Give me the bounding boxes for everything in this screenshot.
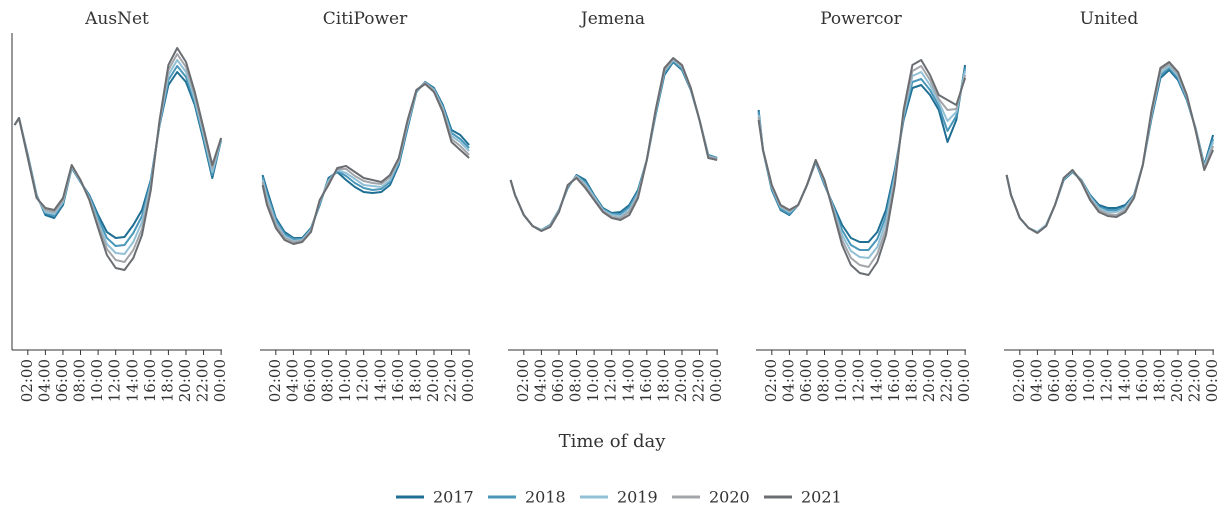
- data-line: [757, 59, 967, 276]
- x-axis-label: Time of day: [559, 431, 667, 452]
- x-tick-label: 12:00: [106, 359, 124, 402]
- data-line: [509, 59, 718, 231]
- x-tick-label: 04:00: [531, 359, 549, 402]
- x-tick-label: 18:00: [1150, 359, 1168, 402]
- data-line: [261, 81, 470, 239]
- x-tick-label: 20:00: [672, 359, 690, 402]
- x-tick-label: 04:00: [35, 359, 53, 402]
- x-tick-label: 08:00: [319, 359, 337, 402]
- x-tick-label: 16:00: [1133, 359, 1151, 402]
- legend-label: 2017: [433, 488, 474, 507]
- x-tick-label: 22:00: [1186, 359, 1204, 402]
- x-tick-label: 10:00: [1080, 359, 1098, 402]
- x-tick-label: 02:00: [514, 359, 532, 402]
- x-tick-label: 14:00: [619, 359, 637, 402]
- x-tick-label: 16:00: [141, 359, 159, 402]
- x-tick-label: 12:00: [354, 359, 372, 402]
- x-tick-label: 04:00: [283, 359, 301, 402]
- x-tick-label: 16:00: [885, 359, 903, 402]
- x-tick-label: 22:00: [938, 359, 956, 402]
- x-tick-label: 20:00: [920, 359, 938, 402]
- legend-label: 2021: [801, 488, 842, 507]
- data-line: [261, 81, 470, 240]
- x-tick-label: 02:00: [18, 359, 36, 402]
- x-tick-label: 22:00: [442, 359, 460, 402]
- x-tick-label: 18:00: [406, 359, 424, 402]
- x-tick-label: 12:00: [850, 359, 868, 402]
- x-tick-label: 14:00: [123, 359, 141, 402]
- data-line: [13, 59, 223, 255]
- x-tick-label: 18:00: [654, 359, 672, 402]
- x-tick-label: 08:00: [71, 359, 89, 402]
- data-line: [1005, 69, 1215, 233]
- x-tick-label: 00:00: [211, 359, 229, 402]
- data-line: [13, 47, 223, 271]
- x-tick-label: 08:00: [815, 359, 833, 402]
- x-tick-label: 10:00: [88, 359, 106, 402]
- data-line: [509, 57, 718, 232]
- data-line: [13, 71, 223, 239]
- x-tick-label: 06:00: [797, 359, 815, 402]
- x-tick-label: 06:00: [1045, 359, 1063, 402]
- data-line: [757, 70, 967, 259]
- data-line: [261, 82, 470, 243]
- x-tick-label: 10:00: [584, 359, 602, 402]
- x-tick-label: 20:00: [424, 359, 442, 402]
- panel-title: Jemena: [579, 9, 645, 29]
- data-line: [509, 61, 718, 231]
- x-tick-label: 22:00: [194, 359, 212, 402]
- x-tick-label: 14:00: [1115, 359, 1133, 402]
- x-tick-label: 12:00: [1098, 359, 1116, 402]
- x-tick-label: 10:00: [336, 359, 354, 402]
- data-line: [509, 60, 718, 231]
- data-line: [757, 67, 967, 251]
- data-line: [261, 83, 470, 245]
- x-tick-label: 18:00: [902, 359, 920, 402]
- x-tick-label: 06:00: [301, 359, 319, 402]
- x-tick-label: 04:00: [779, 359, 797, 402]
- legend: 2017 2018 2019 2020 2021: [396, 488, 842, 507]
- x-tick-label: 00:00: [707, 359, 725, 402]
- x-tick-label: 16:00: [637, 359, 655, 402]
- x-tick-label: 16:00: [389, 359, 407, 402]
- legend-label: 2019: [617, 488, 658, 507]
- x-tick-label: 08:00: [567, 359, 585, 402]
- legend-label: 2018: [525, 488, 566, 507]
- x-tick-label: 10:00: [832, 359, 850, 402]
- x-tick-label: 20:00: [176, 359, 194, 402]
- panel-title: AusNet: [84, 9, 149, 29]
- data-line: [509, 58, 718, 232]
- legend-label: 2020: [709, 488, 750, 507]
- x-tick-label: 08:00: [1063, 359, 1081, 402]
- x-tick-label: 14:00: [867, 359, 885, 402]
- data-line: [261, 82, 470, 242]
- x-tick-label: 02:00: [762, 359, 780, 402]
- x-tick-label: 14:00: [371, 359, 389, 402]
- x-tick-label: 06:00: [549, 359, 567, 402]
- data-line: [1005, 61, 1215, 234]
- x-tick-label: 12:00: [602, 359, 620, 402]
- x-tick-label: 02:00: [266, 359, 284, 402]
- panel-title: United: [1080, 9, 1139, 29]
- x-tick-label: 18:00: [158, 359, 176, 402]
- x-tick-label: 00:00: [955, 359, 973, 402]
- x-tick-label: 22:00: [690, 359, 708, 402]
- x-tick-label: 04:00: [1027, 359, 1045, 402]
- panel-title: CitiPower: [323, 9, 408, 29]
- x-tick-label: 06:00: [53, 359, 71, 402]
- x-tick-label: 00:00: [1203, 359, 1221, 402]
- x-tick-label: 02:00: [1010, 359, 1028, 402]
- panel-title: Powercor: [820, 9, 902, 29]
- data-line: [13, 53, 223, 263]
- x-tick-label: 00:00: [459, 359, 477, 402]
- x-tick-label: 20:00: [1168, 359, 1186, 402]
